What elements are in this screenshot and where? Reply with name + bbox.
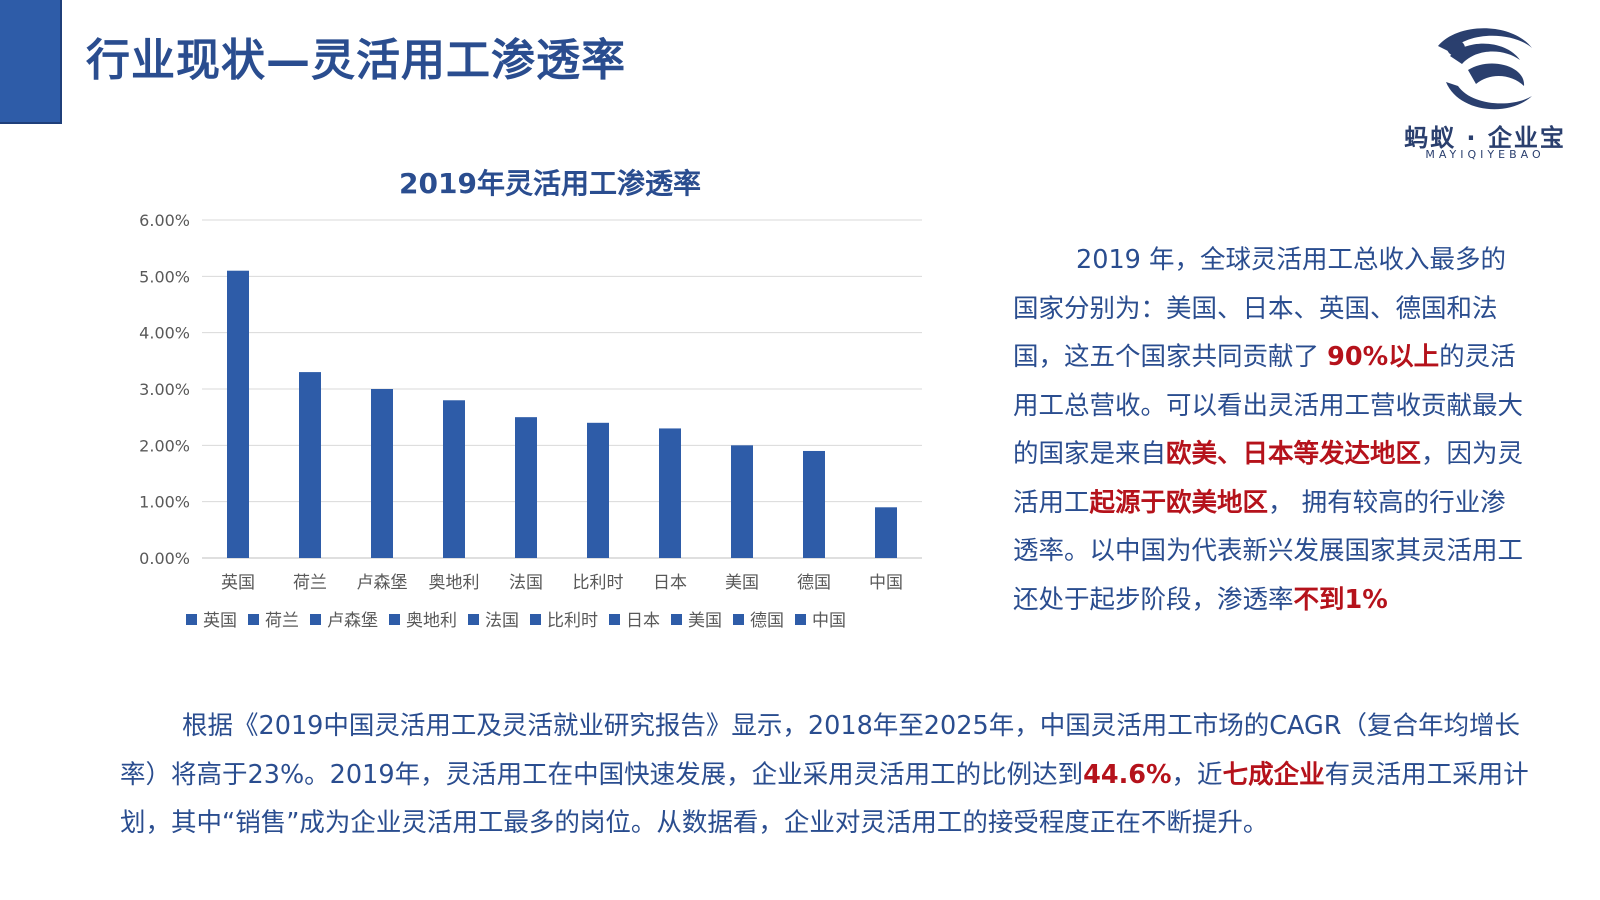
bottom-text-2: ，近 <box>1171 759 1223 790</box>
ant-logo-icon <box>1438 28 1532 110</box>
right-paragraph: 2019 年，全球灵活用工总收入最多的国家分别为：美国、日本、英国、德国和法国，… <box>1013 236 1528 624</box>
bar-法国 <box>515 417 537 558</box>
bar-德国 <box>803 450 825 558</box>
x-tick-label: 美国 <box>725 573 759 593</box>
legend-label: 卢森堡 <box>327 611 378 631</box>
y-tick-label: 4.00% <box>139 324 190 343</box>
legend-swatch <box>671 614 682 625</box>
x-tick-label: 比利时 <box>573 573 624 593</box>
legend-swatch <box>186 614 197 625</box>
legend-swatch <box>248 614 259 625</box>
legend-swatch <box>733 614 744 625</box>
x-tick-label: 中国 <box>869 573 903 593</box>
legend-swatch <box>310 614 321 625</box>
legend-swatch <box>609 614 620 625</box>
x-tick-label: 日本 <box>653 573 687 593</box>
right-text-3: ，因为灵活用工 <box>1013 439 1524 518</box>
bottom-highlight-2: 七成企业 <box>1222 759 1325 790</box>
bar-日本 <box>659 428 681 558</box>
penetration-bar-chart: 0.00%1.00%2.00%3.00%4.00%5.00%6.00%英国 荷兰卢… <box>139 211 922 631</box>
bottom-highlight-1: 44.6% <box>1083 759 1172 790</box>
x-tick-label: 德国 <box>797 573 831 593</box>
x-tick-label: 奥地利 <box>429 573 480 593</box>
y-tick-label: 3.00% <box>139 380 190 399</box>
legend-label: 日本 <box>626 611 660 631</box>
y-tick-label: 0.00% <box>139 549 190 568</box>
x-tick-label: 荷兰 <box>293 573 327 593</box>
right-highlight-2: 欧美、日本等发达地区 <box>1166 439 1422 469</box>
legend-label: 比利时 <box>547 611 598 631</box>
logo-subtitle: MAYIQIYEBAO <box>1425 148 1545 161</box>
legend-swatch <box>468 614 479 625</box>
legend-swatch <box>795 614 806 625</box>
bottom-text-1: 根据《2019中国灵活用工及灵活就业研究报告》显示，2018年至2025年，中国… <box>120 711 1520 790</box>
bar-荷兰 <box>299 372 321 558</box>
bar-英国 <box>227 270 249 558</box>
right-text-2: 的灵活用工总营收。可以看出灵活用工营收贡献最大的国家是来自 <box>1013 342 1524 469</box>
legend-swatch <box>389 614 400 625</box>
right-text-1: 2019 年，全球灵活用工总收入最多的国家分别为：美国、日本、英国、德国和法国，… <box>1013 245 1507 372</box>
y-tick-label: 1.00% <box>139 493 190 512</box>
y-tick-label: 5.00% <box>139 267 190 286</box>
company-logo: 蚂蚁 · 企业宝 MAYIQIYEBAO <box>1400 22 1570 172</box>
right-text-4: ， 拥有较高的行业渗透率。以中国为代表新兴发展国家其灵活用工还处于起步阶段，渗透… <box>1013 487 1524 615</box>
legend-label: 德国 <box>750 611 784 631</box>
chart-title: 2019年灵活用工渗透率 <box>399 167 701 200</box>
logo-name: 蚂蚁 · 企业宝 <box>1404 124 1566 152</box>
legend-label: 中国 <box>812 611 846 631</box>
right-highlight-4: 不到1% <box>1293 584 1388 615</box>
right-highlight-3: 起源于欧美地区 <box>1089 487 1269 518</box>
y-tick-label: 2.00% <box>139 436 190 455</box>
legend-label: 奥地利 <box>406 611 457 631</box>
bar-奥地利 <box>443 400 465 558</box>
bar-比利时 <box>587 422 609 558</box>
x-tick-label: 卢森堡 <box>357 573 408 593</box>
legend-label: 荷兰 <box>265 611 299 631</box>
bottom-paragraph: 根据《2019中国灵活用工及灵活就业研究报告》显示，2018年至2025年，中国… <box>120 702 1530 848</box>
legend-swatch <box>530 614 541 625</box>
title-accent-block <box>0 0 62 124</box>
bottom-text-3: 有灵活用工采用计划，其中“销售”成为企业灵活用工最多的岗位。从数据看，企业对灵活… <box>120 759 1529 839</box>
bar-中国 <box>875 507 897 558</box>
bar-卢森堡 <box>371 389 393 558</box>
x-tick-label: 英国 <box>221 573 255 593</box>
x-tick-label: 法国 <box>509 573 543 593</box>
legend-label: 法国 <box>485 611 519 631</box>
y-tick-label: 6.00% <box>139 211 190 230</box>
right-highlight-1: 90%以上 <box>1327 342 1440 372</box>
page-title: 行业现状—灵活用工渗透率 <box>86 35 626 86</box>
legend-label: 英国 <box>203 611 237 631</box>
bar-美国 <box>731 445 753 558</box>
legend-label: 美国 <box>688 611 722 631</box>
